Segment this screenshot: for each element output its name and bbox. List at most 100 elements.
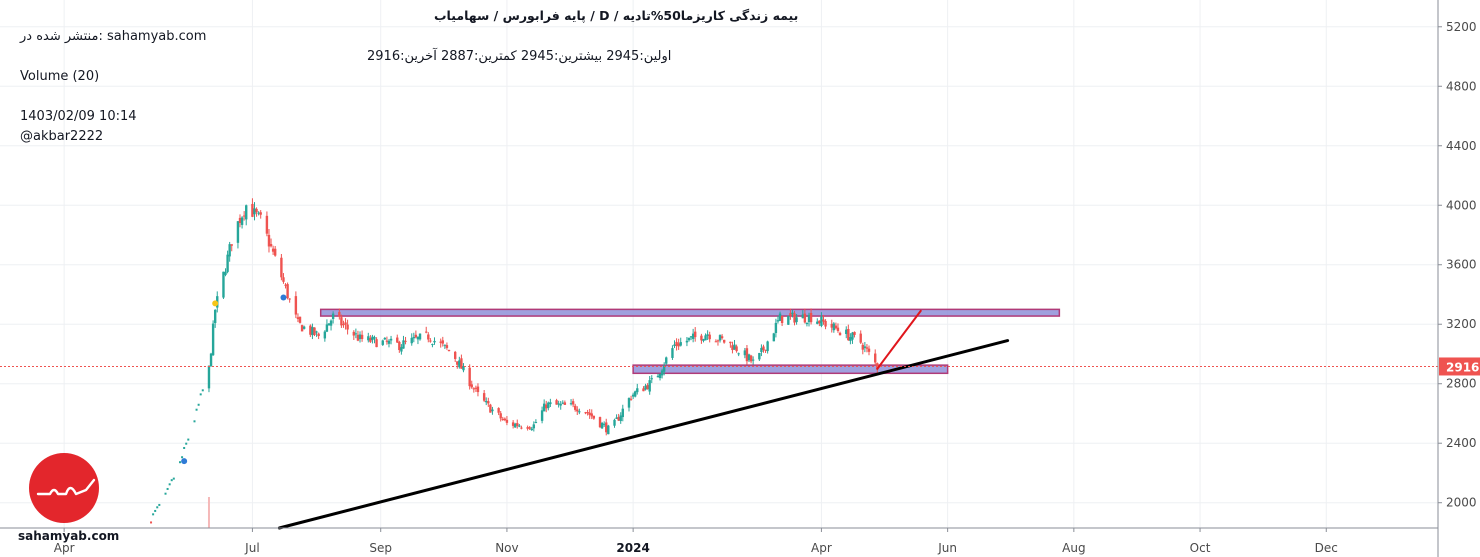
candle xyxy=(780,315,784,324)
candle xyxy=(313,327,316,335)
candle xyxy=(704,335,707,341)
candle xyxy=(540,410,544,421)
candle xyxy=(836,327,840,332)
candle xyxy=(427,334,430,340)
candle xyxy=(789,313,792,316)
candle xyxy=(805,322,809,325)
last-price-label: 2916 xyxy=(1446,360,1479,374)
candle xyxy=(404,340,407,342)
candle xyxy=(381,340,384,345)
candle xyxy=(762,346,765,351)
candle xyxy=(259,212,262,215)
candle xyxy=(329,320,333,326)
candle xyxy=(505,419,509,423)
candle xyxy=(807,314,811,323)
candle xyxy=(691,333,695,339)
x-tick-label: Jun xyxy=(937,541,957,555)
candle xyxy=(207,365,211,389)
candle xyxy=(185,442,188,445)
candle xyxy=(615,417,618,419)
candle xyxy=(642,388,645,392)
candle xyxy=(584,412,587,414)
candle xyxy=(354,333,358,335)
candle xyxy=(749,355,753,362)
candle xyxy=(183,446,186,449)
logo-site-text: sahamyab.com xyxy=(18,529,119,543)
x-tick-label: 2024 xyxy=(616,541,649,555)
candle xyxy=(636,388,639,393)
candle xyxy=(774,322,778,334)
candle xyxy=(240,217,244,225)
candle xyxy=(331,313,335,320)
candle xyxy=(549,402,552,405)
candle xyxy=(516,423,519,426)
candle xyxy=(605,422,608,433)
candle xyxy=(534,421,538,423)
zone-lower xyxy=(632,364,949,375)
candle xyxy=(671,348,674,358)
candle xyxy=(187,438,190,441)
volume-layer xyxy=(207,497,210,528)
event-marker xyxy=(181,458,188,465)
candle xyxy=(708,334,711,340)
trendline xyxy=(277,339,1010,530)
candle xyxy=(344,322,347,325)
x-tick-label: Apr xyxy=(54,541,75,555)
candle xyxy=(532,424,536,429)
candle xyxy=(849,337,852,341)
y-tick-label: 5200 xyxy=(1446,20,1477,34)
candle xyxy=(658,373,662,379)
candle xyxy=(818,320,821,324)
candle xyxy=(181,456,184,459)
zone-upper xyxy=(319,308,1061,317)
candle xyxy=(485,400,488,403)
candle xyxy=(795,317,798,323)
candle xyxy=(530,428,533,431)
y-tick-label: 3600 xyxy=(1446,258,1477,272)
candle xyxy=(425,331,428,333)
candle xyxy=(803,313,807,323)
candle xyxy=(665,357,668,364)
candle xyxy=(501,418,504,420)
candle xyxy=(201,389,204,392)
candle xyxy=(747,354,751,361)
candle xyxy=(557,403,560,405)
candle xyxy=(226,254,229,272)
candle xyxy=(576,409,579,412)
candle xyxy=(338,311,341,317)
candle xyxy=(342,324,345,326)
y-tick-label: 2400 xyxy=(1446,436,1477,450)
event-marker xyxy=(280,294,287,301)
candle xyxy=(389,338,393,341)
candle xyxy=(383,337,387,340)
candle xyxy=(694,331,697,338)
candle xyxy=(513,423,517,428)
candle xyxy=(294,296,298,315)
candle xyxy=(528,427,531,429)
candle xyxy=(418,333,422,340)
candle xyxy=(569,403,573,405)
y-tick-label: 4400 xyxy=(1446,139,1477,153)
candle xyxy=(602,423,606,425)
candle xyxy=(346,324,349,330)
candle xyxy=(816,321,819,324)
candle xyxy=(801,314,804,319)
candle xyxy=(414,334,418,338)
candle xyxy=(236,221,240,243)
candle xyxy=(561,402,564,404)
candle xyxy=(489,404,492,413)
candle xyxy=(656,375,660,378)
candle xyxy=(660,370,664,376)
zone-layer xyxy=(319,308,1061,375)
candle xyxy=(619,415,622,422)
timestamp: 1403/02/09 10:14 xyxy=(20,109,137,124)
candle xyxy=(443,344,447,346)
candle xyxy=(245,205,248,220)
candle xyxy=(168,483,171,486)
candle xyxy=(832,323,836,331)
volume-label: Volume (20) xyxy=(20,69,99,84)
